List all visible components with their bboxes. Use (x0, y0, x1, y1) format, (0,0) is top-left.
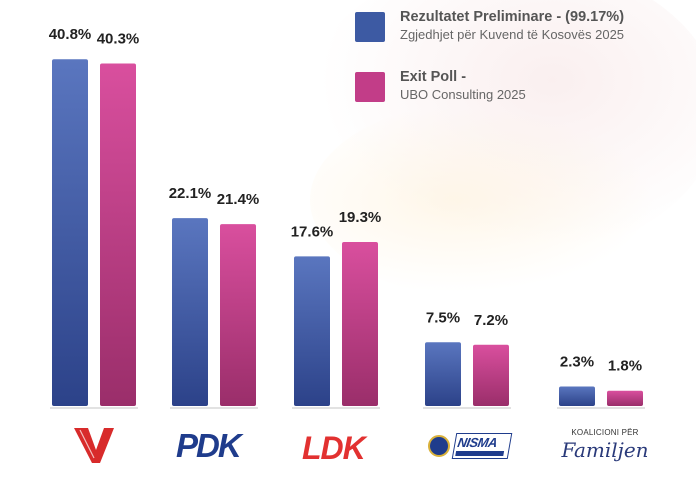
legend-label-exit-poll: Exit Poll - (400, 69, 467, 85)
legend-swatch-exit-poll (355, 72, 385, 102)
bar-exit-poll-0 (100, 63, 136, 406)
data-label-exit-poll-3: 7.2% (474, 312, 508, 329)
data-label-exit-poll-0: 40.3% (97, 30, 140, 47)
bar-preliminary-1 (172, 218, 208, 406)
legend-sublabel-preliminary: Zgjedhjet për Kuvend të Kosovës 2025 (400, 27, 625, 42)
data-label-preliminary-4: 2.3% (560, 353, 594, 370)
ldk-logo: LDK (302, 430, 366, 466)
pdk-logo: PDK (176, 427, 242, 464)
familjen-logo-top: KOALICIONI PËR (571, 428, 639, 437)
legend-label-preliminary: Rezultatet Preliminare - (99.17%) (400, 9, 625, 25)
bar-preliminary-3 (425, 342, 461, 406)
bar-preliminary-4 (559, 386, 595, 406)
data-label-preliminary-2: 17.6% (291, 223, 334, 240)
data-label-preliminary-0: 40.8% (49, 26, 92, 43)
bar-exit-poll-1 (220, 224, 256, 406)
nisma-seal-icon (428, 435, 450, 457)
familjen-logo: KOALICIONI PËR Familjen (560, 428, 650, 468)
bar-exit-poll-4 (607, 390, 643, 406)
legend-swatch-preliminary (355, 12, 385, 42)
bar-exit-poll-3 (473, 344, 509, 406)
vetevendosje-logo (74, 428, 114, 463)
bar-preliminary-0 (52, 59, 88, 406)
data-label-preliminary-1: 22.1% (169, 185, 212, 202)
data-label-exit-poll-1: 21.4% (217, 191, 260, 208)
legend-sublabel-exit-poll: UBO Consulting 2025 (400, 87, 526, 102)
bar-exit-poll-2 (342, 241, 378, 406)
familjen-logo-main: Familjen (561, 438, 649, 462)
data-label-exit-poll-4: 1.8% (608, 358, 642, 375)
bar-preliminary-2 (294, 256, 330, 406)
nisma-logo-text: NISMA (456, 435, 499, 450)
data-label-exit-poll-2: 19.3% (339, 209, 382, 226)
nisma-logo: NISMA (428, 433, 513, 459)
data-label-preliminary-3: 7.5% (426, 309, 460, 326)
